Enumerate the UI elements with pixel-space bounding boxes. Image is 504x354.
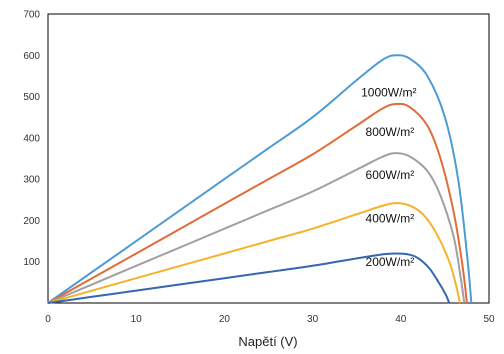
plot-area [47,13,490,304]
x-tick-label: 0 [45,314,51,325]
y-tick-label: 500 [23,92,40,103]
x-tick-label: 20 [219,314,231,325]
series-line-2 [47,152,466,304]
curve-label: 200W/m² [366,255,415,269]
y-tick-label: 400 [23,133,40,144]
x-tick-label: 10 [131,314,143,325]
y-tick-label: 100 [23,257,40,268]
series-line-4 [47,252,451,304]
curve-label: 400W/m² [366,211,415,225]
y-tick-label: 200 [23,216,40,227]
x-axis-ticks: 0 10 20 30 40 50 [45,314,495,325]
y-tick-label: 300 [23,175,40,186]
series-line-3 [47,202,461,304]
curve-label: 800W/m² [366,125,415,139]
x-axis-title: Napětí (V) [238,334,297,349]
y-axis-ticks: 100 200 300 400 500 600 700 [23,10,40,269]
x-tick-label: 30 [307,314,319,325]
curve-label: 1000W/m² [361,86,416,100]
series-lines [47,54,473,304]
curve-label: 600W/m² [366,168,415,182]
series-line-1 [47,102,468,304]
y-tick-label: 700 [23,10,40,21]
curve-labels: 1000W/m² 800W/m² 600W/m² 400W/m² 200W/m² [361,86,416,269]
x-tick-label: 40 [395,314,407,325]
x-tick-label: 50 [483,314,495,325]
y-tick-label: 600 [23,51,40,62]
series-line-0 [47,54,473,304]
